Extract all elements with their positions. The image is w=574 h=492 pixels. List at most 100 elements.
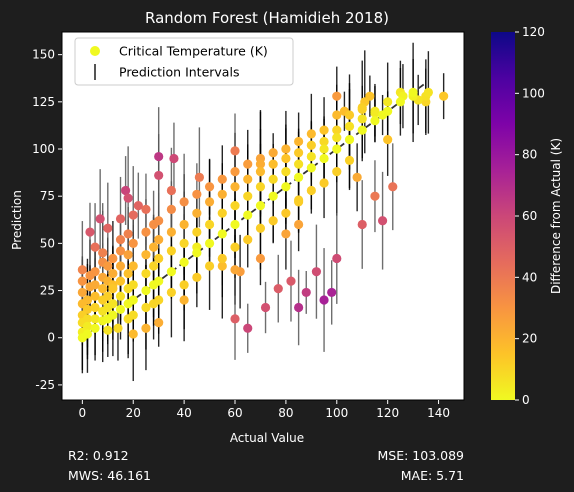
- legend-marker-critical-temperature: [90, 46, 100, 56]
- data-point: [319, 153, 329, 164]
- data-point: [154, 234, 164, 245]
- data-point: [166, 185, 177, 196]
- data-point: [108, 284, 118, 294]
- y-tick-label: 75: [40, 189, 55, 203]
- data-point: [332, 125, 342, 135]
- data-point: [281, 144, 291, 154]
- y-tick-label: 25: [40, 284, 55, 298]
- data-point: [273, 284, 283, 294]
- stat-mse: MSE: 103.089: [378, 448, 465, 463]
- data-point: [115, 234, 126, 245]
- y-tick-label: 0: [47, 331, 55, 345]
- x-tick-label: 20: [126, 406, 141, 420]
- data-point: [383, 134, 393, 145]
- data-point: [179, 197, 189, 207]
- scatter-points: [77, 87, 449, 343]
- data-point: [204, 219, 215, 230]
- data-point: [281, 229, 291, 239]
- data-point: [204, 197, 215, 207]
- data-point: [192, 208, 202, 218]
- plot-frame: [61, 31, 465, 401]
- data-point: [311, 267, 322, 277]
- data-point: [294, 148, 304, 158]
- data-point: [260, 302, 271, 313]
- data-point: [281, 167, 291, 177]
- data-point: [204, 261, 215, 271]
- chart-title: Random Forest (Hamidieh 2018): [145, 9, 389, 27]
- data-point: [108, 268, 118, 279]
- data-point: [217, 261, 227, 271]
- data-point: [255, 167, 266, 177]
- data-point: [306, 163, 316, 173]
- data-point: [179, 295, 189, 305]
- data-point: [255, 159, 266, 169]
- data-point: [370, 108, 380, 118]
- data-point: [90, 291, 100, 301]
- data-point: [370, 116, 380, 126]
- data-point: [332, 144, 342, 154]
- data-point: [141, 204, 151, 214]
- data-point: [294, 219, 304, 230]
- data-point: [166, 204, 177, 214]
- data-point: [121, 185, 131, 196]
- data-point: [90, 323, 100, 333]
- data-point: [294, 136, 304, 147]
- data-point: [204, 182, 215, 192]
- data-point: [169, 153, 179, 164]
- data-point: [255, 201, 266, 211]
- data-point: [319, 125, 329, 135]
- data-point: [204, 238, 215, 248]
- y-tick-label: 100: [32, 142, 55, 156]
- data-point: [217, 174, 227, 184]
- data-point: [243, 234, 253, 245]
- data-point: [332, 110, 342, 120]
- data-point: [255, 223, 266, 233]
- data-point: [115, 261, 126, 271]
- data-point: [332, 253, 342, 264]
- data-point: [90, 267, 100, 277]
- data-point: [98, 284, 108, 294]
- data-point: [306, 151, 316, 162]
- data-point: [103, 291, 113, 301]
- data-point: [179, 219, 189, 230]
- data-point: [294, 195, 304, 205]
- data-point: [166, 227, 177, 237]
- data-point: [77, 287, 87, 298]
- data-point: [154, 216, 164, 226]
- data-point: [179, 257, 189, 267]
- data-point: [179, 280, 189, 290]
- data-point: [108, 299, 118, 309]
- data-point: [77, 276, 87, 286]
- data-point: [141, 302, 151, 313]
- data-point: [154, 151, 164, 162]
- colorbar-tick-label: 80: [522, 148, 537, 162]
- x-axis: 0 20 40 60 80 100 120 140: [79, 400, 450, 420]
- colorbar-tick-label: 40: [522, 270, 537, 284]
- data-point: [123, 193, 133, 203]
- x-tick-label: 60: [227, 406, 242, 420]
- data-point: [243, 191, 253, 201]
- data-point: [141, 268, 151, 279]
- data-point: [108, 310, 118, 320]
- data-point: [154, 318, 164, 328]
- data-point: [243, 210, 253, 220]
- data-point: [268, 191, 278, 201]
- x-tick-label: 80: [278, 406, 293, 420]
- data-point: [166, 246, 177, 256]
- data-point: [154, 276, 164, 286]
- data-point: [113, 323, 123, 333]
- data-point: [154, 253, 164, 264]
- data-point: [217, 253, 227, 264]
- data-point: [357, 104, 367, 114]
- legend-label-prediction-intervals: Prediction Intervals: [119, 65, 239, 80]
- data-point: [108, 253, 118, 264]
- data-point: [294, 159, 304, 169]
- data-point: [357, 114, 367, 124]
- y-axis: -25 0 25 50 75 100 125 150: [32, 48, 62, 392]
- data-point: [319, 178, 329, 188]
- data-point: [230, 314, 240, 324]
- colorbar-tick-label: 20: [522, 332, 537, 346]
- data-point: [370, 191, 380, 201]
- data-point: [123, 250, 133, 260]
